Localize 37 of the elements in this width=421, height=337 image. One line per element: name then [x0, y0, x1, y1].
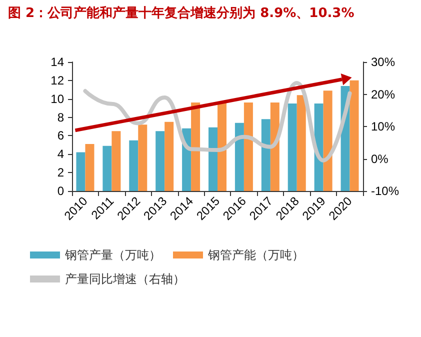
- y2-tick-label: 0%: [371, 152, 389, 166]
- bar: [270, 102, 280, 191]
- y2-tick-label: -10%: [371, 184, 400, 198]
- y-tick-label: 12: [50, 73, 64, 88]
- bar: [156, 131, 165, 191]
- bar: [208, 127, 218, 191]
- bar: [296, 95, 306, 191]
- bar: [350, 80, 359, 191]
- y-tick-label: 0: [57, 184, 64, 198]
- bar: [234, 122, 244, 191]
- y2-tick-label: 10%: [371, 120, 396, 134]
- bar: [129, 140, 138, 191]
- legend-label: 钢管产量（万吨）: [64, 248, 161, 262]
- bar: [261, 119, 270, 191]
- y2-tick-label: 30%: [371, 55, 396, 69]
- bar: [112, 131, 121, 191]
- bar: [288, 103, 297, 191]
- chart-title: 图 2：公司产能和产量十年复合增速分别为 8.9%、10.3%: [8, 4, 354, 22]
- y2-tick-label: 20%: [371, 87, 396, 102]
- bar: [244, 102, 253, 191]
- line-series: [83, 80, 352, 162]
- bar: [191, 102, 200, 191]
- y-tick-label: 6: [57, 128, 64, 143]
- y-tick-label: 14: [50, 55, 64, 69]
- y-tick-label: 8: [57, 110, 64, 124]
- y-tick-label: 2: [57, 166, 64, 180]
- y-tick-label: 10: [50, 92, 64, 106]
- legend-label: 产量同比增速（右轴）: [65, 272, 185, 286]
- bar: [138, 124, 148, 191]
- y-tick-label: 4: [57, 147, 64, 162]
- bar: [102, 146, 112, 191]
- bar: [76, 152, 86, 191]
- bar: [218, 102, 226, 191]
- bar: [323, 90, 332, 191]
- bar: [164, 122, 174, 191]
- legend-label: 钢管产能（万吨）: [207, 248, 304, 262]
- bar: [85, 144, 94, 191]
